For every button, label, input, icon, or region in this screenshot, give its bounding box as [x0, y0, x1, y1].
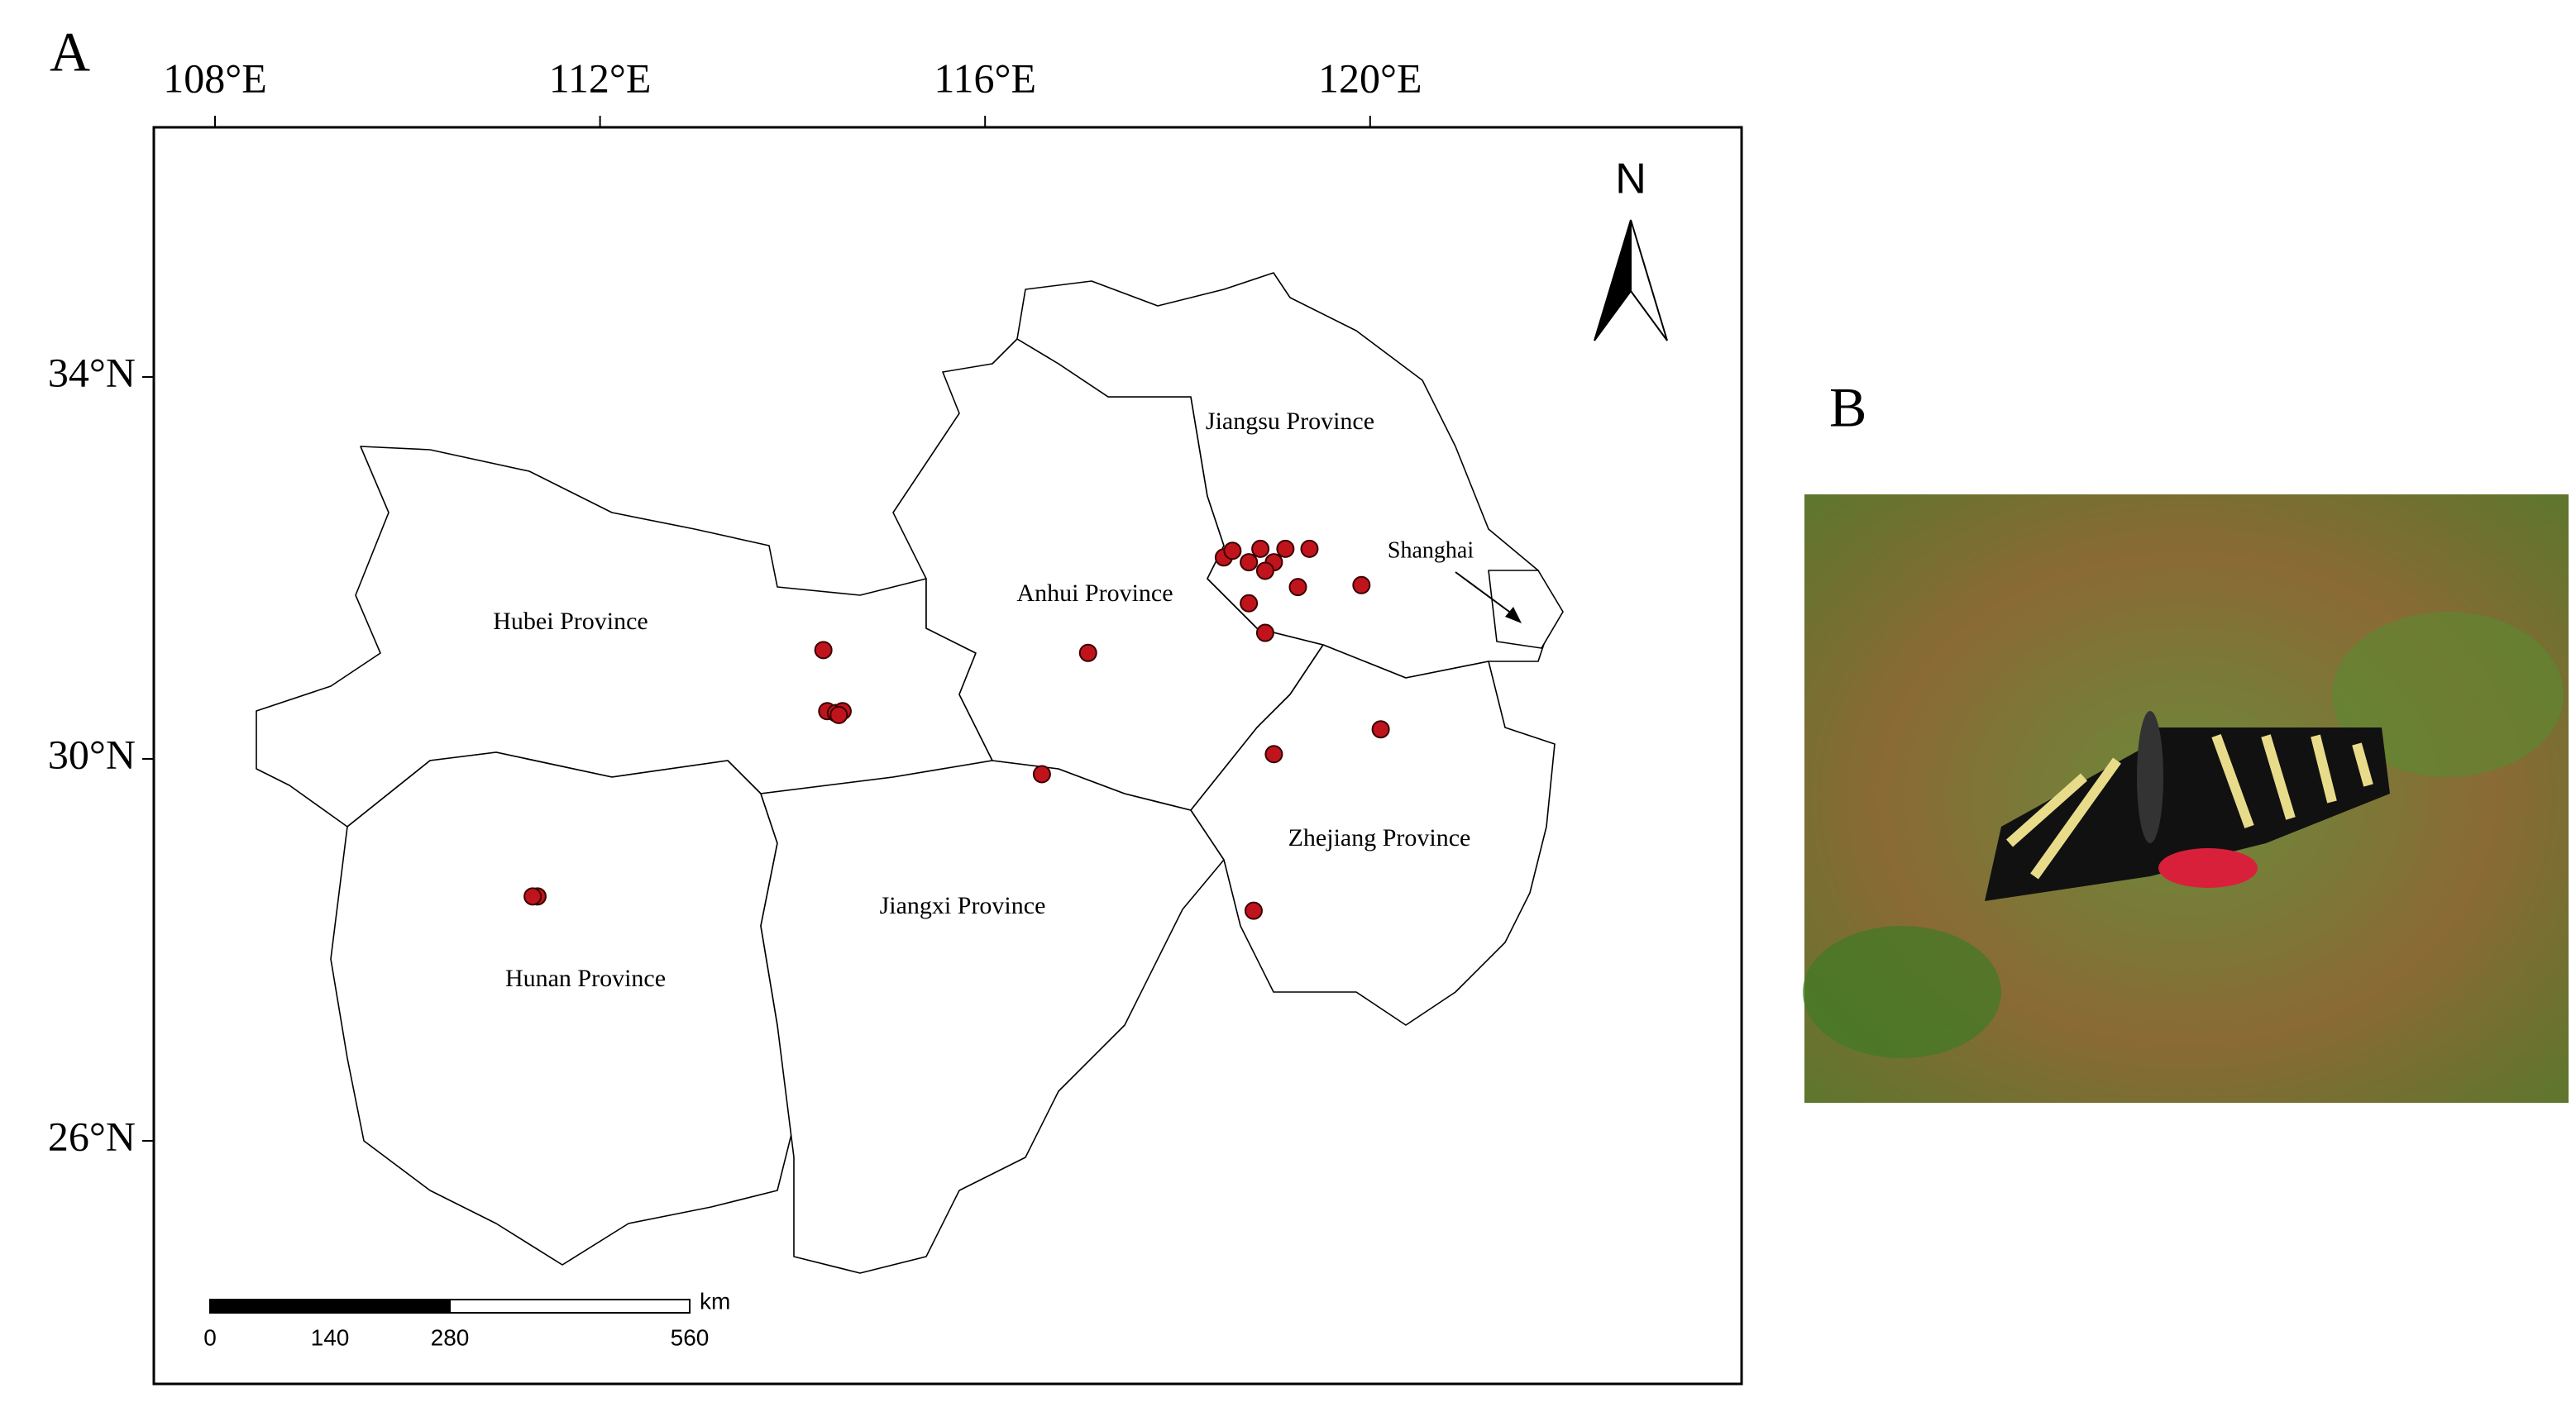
north-arrow: N — [1594, 155, 1668, 341]
scale-unit: km — [700, 1288, 730, 1314]
occurrence-point — [814, 641, 833, 660]
occurrence-point — [1032, 765, 1051, 784]
occurrence-point — [1240, 553, 1259, 572]
province-label: Zhejiang Province — [1288, 824, 1471, 851]
lat-tick-label: 30°N — [48, 731, 136, 777]
shanghai — [1488, 570, 1564, 649]
occurrence-point — [1255, 561, 1274, 580]
lat-tick-label: 26°N — [48, 1113, 136, 1159]
occurrence-point — [1288, 578, 1307, 597]
occurrence-point — [1300, 539, 1319, 558]
lon-tick-label: 120°E — [1318, 55, 1422, 101]
occurrence-point — [1352, 575, 1371, 594]
map-frame — [152, 126, 1743, 1386]
lon-tick-label: 108°E — [163, 55, 267, 101]
panel-label: B — [1829, 376, 1866, 439]
occurrence-point — [1240, 594, 1259, 613]
scale-segment — [449, 1299, 691, 1314]
scale-label: 140 — [311, 1324, 350, 1350]
occurrence-point — [1223, 541, 1242, 561]
province-label: Jiangxi Province — [880, 892, 1046, 919]
occurrence-point — [1276, 539, 1295, 558]
hunan — [330, 751, 795, 1266]
occurrence-point — [523, 887, 542, 906]
occurrence-point — [1251, 539, 1270, 558]
scale-segment — [329, 1299, 451, 1314]
occurrence-point — [1371, 720, 1390, 739]
scale-label: 0 — [203, 1324, 217, 1350]
hubei — [256, 446, 993, 828]
north-label: N — [1615, 155, 1646, 203]
lon-tick-label: 116°E — [934, 55, 1036, 101]
province-label: Hubei Province — [493, 608, 648, 635]
occurrence-point — [1255, 623, 1274, 642]
occurrence-point — [1078, 643, 1097, 662]
butterfly-photo — [1803, 494, 2569, 1103]
shanghai-label: Shanghai — [1388, 537, 1474, 563]
occurrence-point — [829, 705, 848, 724]
scale-label: 280 — [431, 1324, 470, 1350]
map-content: 108°E 112°E 116°E 120°E 34°N 30°N 26°N 0 140 280 5… — [48, 55, 1422, 1350]
occurrence-point — [1244, 901, 1263, 920]
province-labels: Hubei Province Anhui Province Jiangsu Pr… — [493, 408, 1474, 992]
panel-label: A — [50, 21, 90, 83]
scale-segment — [209, 1299, 331, 1314]
zhejiang — [1190, 644, 1556, 1026]
province-label: Jiangsu Province — [1206, 408, 1374, 435]
lon-tick-label: 112°E — [549, 55, 652, 101]
lat-tick-label: 34°N — [48, 349, 136, 395]
province-label: Hunan Province — [505, 965, 666, 992]
provinces — [256, 272, 1564, 1274]
jiangxi — [760, 760, 1225, 1274]
scale-label: 560 — [671, 1324, 710, 1350]
shanghai-arrow — [1455, 571, 1522, 623]
occurrence-point — [1264, 745, 1283, 764]
province-label: Anhui Province — [1016, 580, 1173, 607]
